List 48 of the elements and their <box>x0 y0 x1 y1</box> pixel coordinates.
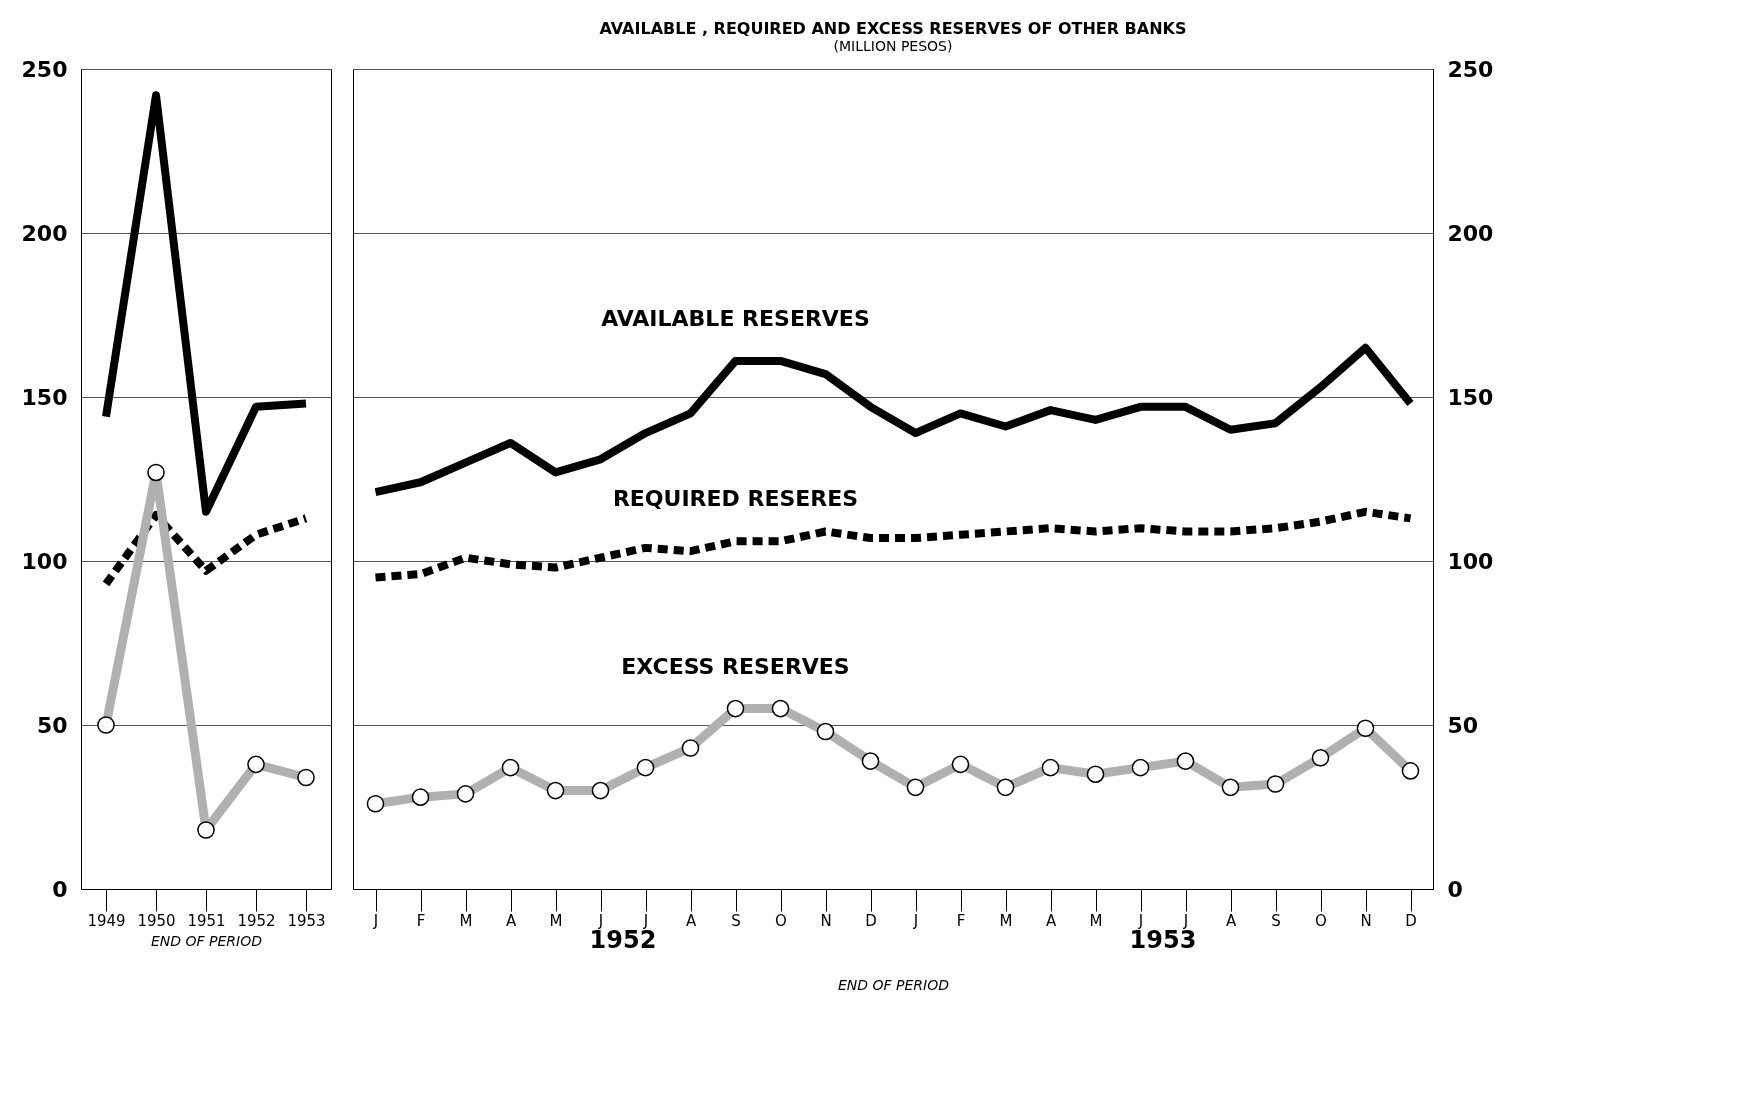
x-tick-label: A <box>1045 911 1057 930</box>
y-tick-label: 150 <box>21 384 68 410</box>
x-tick-label: M <box>999 911 1013 930</box>
series-label: AVAILABLE RESERVES <box>601 305 870 331</box>
y-tick-label: 200 <box>21 220 68 246</box>
x-tick-label: 1953 <box>287 911 326 930</box>
x-tick-label: J <box>1137 911 1144 930</box>
x-axis-title: END OF PERIOD <box>150 932 263 949</box>
x-tick-label: J <box>372 911 379 930</box>
x-tick-label: N <box>820 911 832 930</box>
y2-tick-label: 200 <box>1447 220 1494 246</box>
x-tick-label: J <box>642 911 649 930</box>
x-tick-label: S <box>731 911 741 930</box>
x-tick-label: A <box>1225 911 1237 930</box>
x-tick-label: S <box>1271 911 1281 930</box>
y-tick-label: 250 <box>21 56 68 82</box>
x-axis-title: END OF PERIOD <box>837 976 950 993</box>
y2-tick-label: 0 <box>1447 876 1463 902</box>
x-tick-label: M <box>549 911 563 930</box>
y2-tick-label: 50 <box>1447 712 1479 738</box>
x-tick-label: M <box>459 911 473 930</box>
x-tick-label: D <box>1405 911 1417 930</box>
x-tick-label: D <box>865 911 877 930</box>
x-tick-label: A <box>505 911 517 930</box>
y-tick-label: 100 <box>21 548 68 574</box>
x-tick-label: F <box>956 911 966 930</box>
x-tick-label: J <box>912 911 919 930</box>
series-label: REQUIRED RESERES <box>612 486 859 512</box>
x-tick-label: N <box>1360 911 1372 930</box>
x-tick-label: 1951 <box>187 911 226 930</box>
y2-tick-label: 250 <box>1447 56 1494 82</box>
y2-tick-label: 150 <box>1447 384 1494 410</box>
chart-subtitle: (MILLION PESOS) <box>833 38 953 54</box>
x-tick-label: O <box>1315 911 1327 930</box>
x-tick-label: 1952 <box>237 911 276 930</box>
x-tick-label: A <box>685 911 697 930</box>
chart-title: AVAILABLE , REQUIRED AND EXCESS RESERVES OF OTHER BANKS <box>599 19 1187 38</box>
x-tick-label: O <box>775 911 787 930</box>
y-tick-label: 50 <box>36 712 68 738</box>
x-tick-label: M <box>1089 911 1103 930</box>
x-tick-label: J <box>597 911 604 930</box>
y2-tick-label: 100 <box>1447 548 1494 574</box>
x-tick-label: F <box>416 911 426 930</box>
x-tick-label: J <box>1182 911 1189 930</box>
x-tick-label: 1950 <box>137 911 176 930</box>
series-label: EXCESS RESERVES <box>621 653 850 679</box>
x-tick-label: 1949 <box>87 911 126 930</box>
y-tick-label: 0 <box>52 876 68 902</box>
